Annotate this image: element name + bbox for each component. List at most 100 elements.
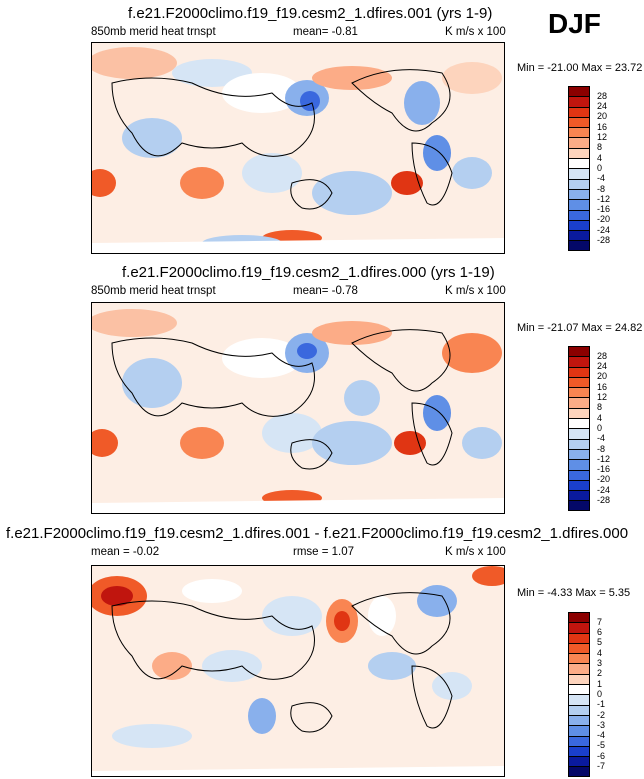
colorbar-tick-label: 16: [597, 381, 608, 392]
colorbar-tick-label: 1: [597, 678, 603, 689]
colorbar-tick-label: 20: [597, 111, 608, 122]
colorbar-tick-label: 0: [597, 688, 603, 699]
colorbar-tick-label: 16: [597, 121, 608, 132]
variable-label: 850mb merid heat trnspt: [91, 26, 216, 38]
units-label: K m/s x 100: [445, 285, 506, 297]
map-field-3: [92, 566, 504, 776]
colorbar-cell: [568, 158, 590, 169]
colorbar-tick-label: -24: [597, 484, 611, 495]
colorbar-cell: [568, 127, 590, 138]
colorbar-cell: [568, 418, 590, 429]
mean-label: mean = -0.02: [91, 546, 160, 558]
colorbar-tick-label: 28: [597, 350, 608, 361]
colorbar-tick-label: 4: [597, 152, 603, 163]
mean-label: mean= -0.81: [293, 26, 358, 38]
colorbar-tick-label: 4: [597, 412, 603, 423]
colorbar-tick-label: 7: [597, 616, 603, 627]
colorbar-cell: [568, 612, 590, 623]
colorbar-cell: [568, 632, 590, 643]
colorbar-tick-label: -3: [597, 719, 606, 730]
colorbar-tick-label: 6: [597, 627, 603, 638]
colorbar-cell: [568, 469, 590, 480]
colorbar-tick-label: -12: [597, 453, 611, 464]
colorbar-cell: [568, 663, 590, 674]
colorbar-cell: [568, 346, 590, 357]
units-label: K m/s x 100: [445, 546, 506, 558]
colorbar-tick-label: 0: [597, 162, 603, 173]
colorbar-tick-label: 4: [597, 647, 603, 658]
colorbar-tick-label: -20: [597, 474, 611, 485]
minmax-label: Min = -4.33 Max = 5.35: [517, 587, 631, 599]
colorbar: [568, 612, 590, 777]
colorbar-cell: [568, 137, 590, 148]
colorbar-cell: [568, 735, 590, 746]
variable-label: 850mb merid heat trnspt: [91, 285, 216, 297]
colorbar-tick-label: -2: [597, 709, 606, 720]
panel-3: f.e21.F2000climo.f19_f19.cesm2_1.dfires.…: [0, 520, 644, 779]
panel-title: f.e21.F2000climo.f19_f19.cesm2_1.dfires.…: [128, 5, 493, 22]
season-label: DJF: [548, 8, 601, 39]
colorbar-tick-label: 24: [597, 361, 608, 372]
colorbar-cell: [568, 622, 590, 633]
colorbar-cell: [568, 725, 590, 736]
map-plot: [91, 302, 505, 514]
map-field-2: [92, 303, 504, 513]
colorbar-tick-label: 0: [597, 422, 603, 433]
colorbar-cell: [568, 642, 590, 654]
colorbar-tick-label: -16: [597, 464, 611, 475]
colorbar-tick-label: -8: [597, 183, 606, 194]
colorbar-cell: [568, 490, 590, 501]
colorbar-cell: [568, 673, 590, 685]
colorbar-tick-label: 12: [597, 132, 608, 142]
colorbar-cell: [568, 106, 590, 117]
map-field-1: [92, 43, 504, 253]
colorbar-cell: [568, 684, 590, 695]
units-label: K m/s x 100: [445, 26, 506, 38]
panel-title: f.e21.F2000climo.f19_f19.cesm2_1.dfires.…: [122, 264, 495, 281]
colorbar-cell: [568, 653, 590, 664]
panel-title: f.e21.F2000climo.f19_f19.cesm2_1.dfires.…: [6, 525, 629, 542]
map-plot: [91, 42, 505, 254]
colorbar-tick-label: -5: [597, 740, 606, 751]
colorbar-cell: [568, 438, 590, 449]
colorbar-cell: [568, 407, 590, 419]
colorbar-cell: [568, 209, 590, 220]
colorbar-tick-label: -24: [597, 224, 611, 235]
colorbar-tick-label: -6: [597, 750, 606, 761]
colorbar-cell: [568, 745, 590, 757]
colorbar-tick-label: 28: [597, 90, 608, 101]
colorbar-tick-label: 3: [597, 658, 603, 668]
colorbar-cell: [568, 756, 590, 767]
colorbar: [568, 86, 590, 251]
colorbar-cell: [568, 366, 590, 377]
colorbar-cell: [568, 199, 590, 210]
panel-2: f.e21.F2000climo.f19_f19.cesm2_1.dfires.…: [0, 262, 644, 520]
rmse-label: rmse = 1.07: [293, 546, 355, 558]
colorbar-cell: [568, 219, 590, 231]
minmax-label: Min = -21.00 Max = 23.72: [517, 62, 643, 74]
colorbar-cell: [568, 240, 590, 251]
colorbar-tick-label: 2: [597, 668, 603, 679]
colorbar-cell: [568, 356, 590, 367]
colorbar-tick-label: -7: [597, 761, 606, 771]
colorbar-tick-label: -8: [597, 443, 606, 454]
colorbar-tick-label: 20: [597, 371, 608, 382]
colorbar-cell: [568, 714, 590, 726]
colorbar-cell: [568, 96, 590, 107]
colorbar-tick-label: -12: [597, 193, 611, 204]
colorbar-cell: [568, 178, 590, 189]
colorbar-tick-label: 5: [597, 637, 603, 648]
colorbar-tick-label: 12: [597, 392, 608, 402]
colorbar-tick-label: -4: [597, 730, 606, 741]
colorbar-cell: [568, 147, 590, 159]
minmax-label: Min = -21.07 Max = 24.82: [517, 322, 643, 334]
colorbar-cell: [568, 376, 590, 388]
colorbar-tick-label: -20: [597, 214, 611, 225]
colorbar-cell: [568, 86, 590, 97]
mean-label: mean= -0.78: [293, 285, 358, 297]
panel-1: f.e21.F2000climo.f19_f19.cesm2_1.dfires.…: [0, 0, 644, 260]
colorbar-tick-label: 8: [597, 402, 603, 413]
colorbar-cell: [568, 397, 590, 408]
colorbar-cell: [568, 766, 590, 777]
colorbar-cell: [568, 230, 590, 241]
